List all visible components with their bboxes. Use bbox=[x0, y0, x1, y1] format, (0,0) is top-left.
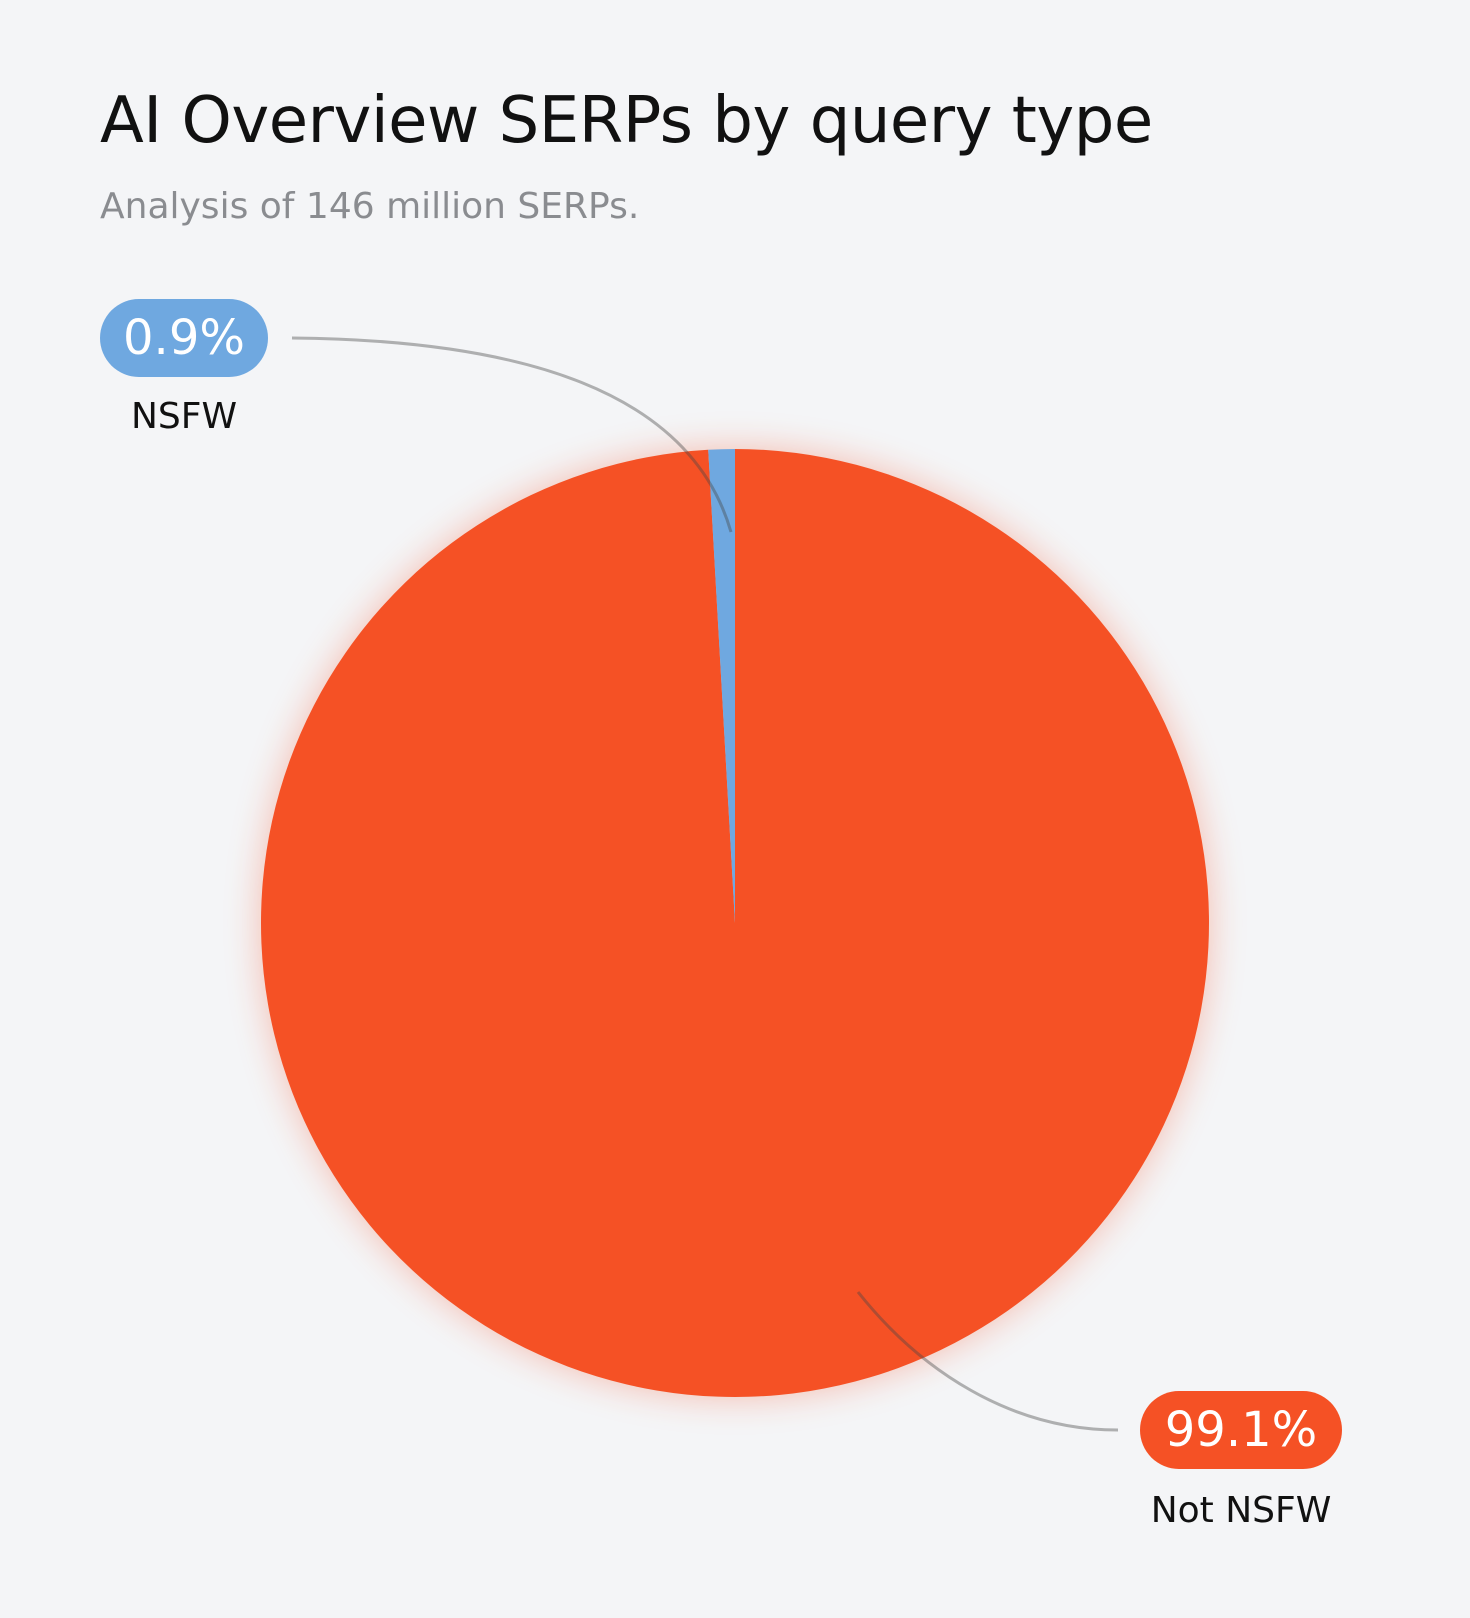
chart-title: AI Overview SERPs by query type bbox=[100, 84, 1153, 158]
slice-label-not-nsfw: Not NSFW bbox=[1150, 1490, 1332, 1531]
value-label-nsfw: 0.9% bbox=[100, 299, 268, 377]
pie-slice-not-nsfw bbox=[260, 449, 1209, 1397]
leader-line-not-nsfw bbox=[856, 1291, 1119, 1432]
value-text-nsfw: 0.9% bbox=[123, 310, 245, 366]
slice-label-nsfw: NSFW bbox=[130, 396, 238, 437]
pie-slice-nsfw bbox=[708, 449, 735, 923]
value-label-not-nsfw: 99.1% bbox=[1140, 1391, 1342, 1469]
pie-slices bbox=[260, 449, 1209, 1397]
chart-subtitle: Analysis of 146 million SERPs. bbox=[100, 186, 640, 227]
value-text-not-nsfw: 99.1% bbox=[1164, 1402, 1318, 1458]
leader-line-nsfw bbox=[291, 336, 733, 533]
